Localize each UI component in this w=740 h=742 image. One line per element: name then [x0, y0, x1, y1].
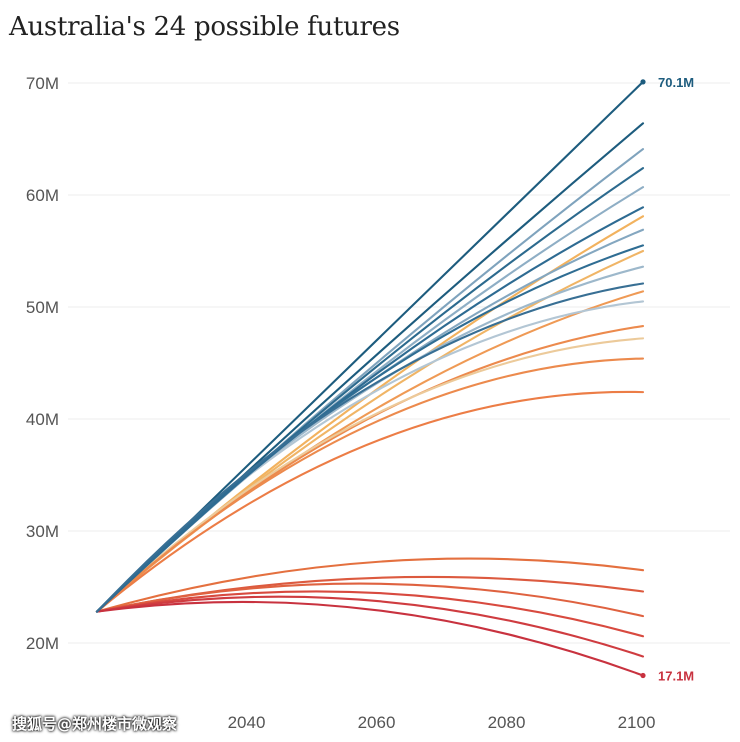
y-axis-ticks: 20M 30M 40M 50M 60M 70M [26, 74, 59, 653]
end-value-label: 70.1M [658, 75, 694, 90]
series-line [95, 575, 645, 613]
series-line [95, 282, 645, 613]
series-line [95, 390, 645, 613]
y-tick-label: 30M [26, 522, 59, 541]
end-point [640, 79, 646, 85]
y-tick-label: 20M [26, 634, 59, 653]
series-line [95, 228, 645, 613]
y-tick-label: 70M [26, 74, 59, 93]
y-tick-label: 50M [26, 298, 59, 317]
end-value-label: 17.1M [658, 668, 694, 683]
series-line [95, 244, 645, 613]
x-tick-label: 2080 [488, 713, 526, 732]
series-line [95, 206, 645, 613]
watermark: 搜狐号@郑州楼市微观察 [12, 715, 178, 733]
series-line [95, 590, 645, 638]
x-tick-label: 2040 [228, 713, 266, 732]
series-lines [95, 80, 645, 677]
y-tick-label: 60M [26, 186, 59, 205]
series-line [95, 595, 645, 658]
x-tick-label: 2060 [358, 713, 396, 732]
chart-title: Australia's 24 possible futures [9, 12, 400, 42]
x-tick-label: 2100 [618, 713, 656, 732]
series-line [95, 167, 645, 613]
series-line [95, 337, 645, 613]
series-line [95, 249, 645, 613]
series-line [95, 582, 645, 618]
y-tick-label: 40M [26, 410, 59, 429]
series-line [95, 600, 645, 677]
series-line [95, 557, 645, 613]
end-point [640, 672, 646, 679]
series-line [95, 357, 645, 613]
x-axis-ticks: 2040 2060 2080 2100 [228, 713, 656, 732]
series-line [95, 290, 645, 613]
end-annotations: 70.1M 17.1M [640, 75, 694, 683]
